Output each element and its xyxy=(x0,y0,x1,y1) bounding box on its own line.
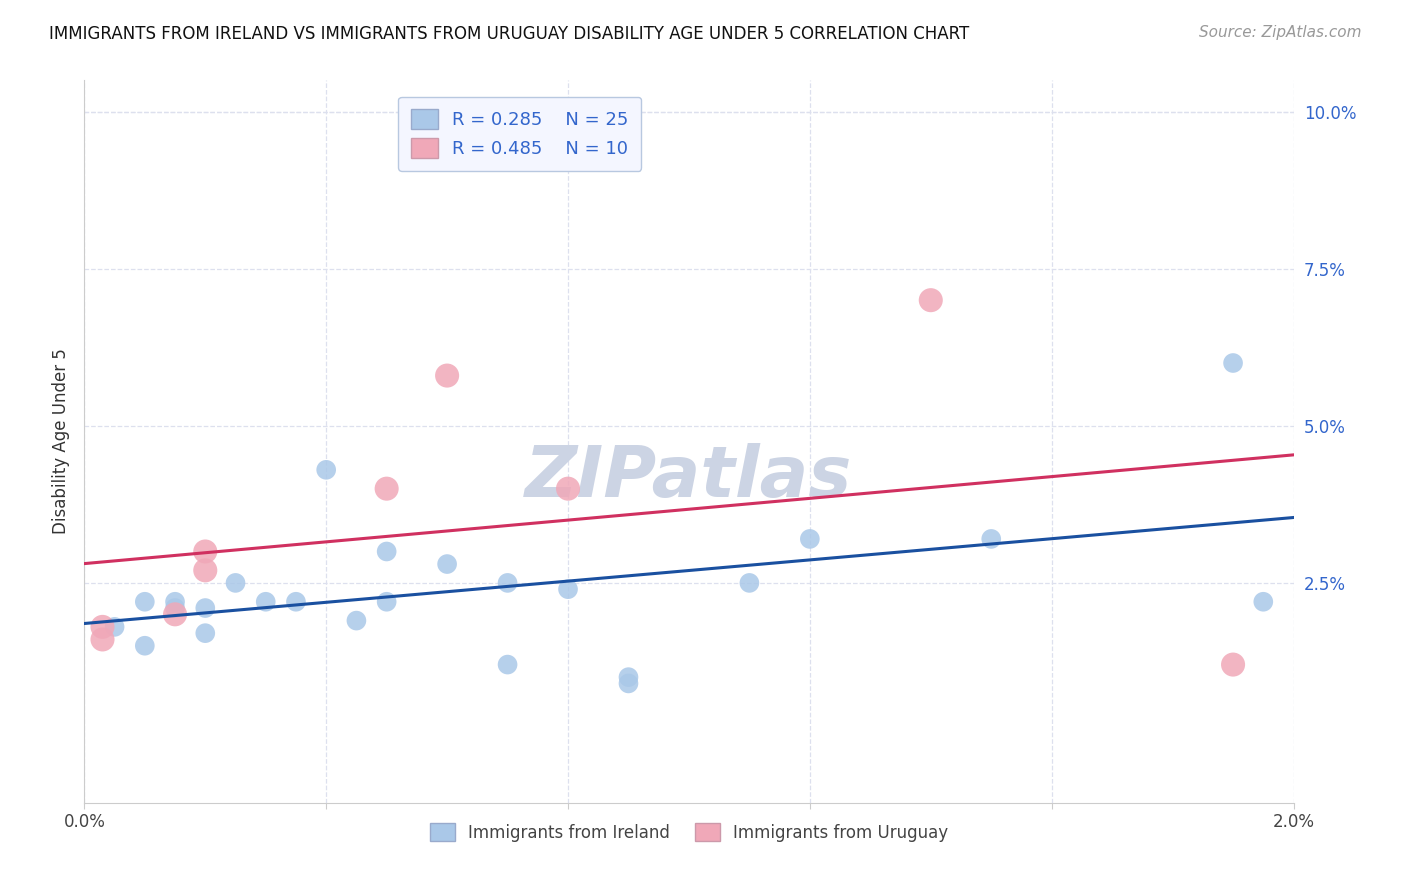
Point xyxy=(91,632,114,647)
Point xyxy=(285,595,308,609)
Point xyxy=(134,595,156,609)
Point xyxy=(91,620,114,634)
Point xyxy=(104,620,127,634)
Point xyxy=(617,670,640,684)
Point xyxy=(920,293,942,308)
Text: ZIPatlas: ZIPatlas xyxy=(526,443,852,512)
Point xyxy=(557,582,579,597)
Point xyxy=(557,482,579,496)
Point xyxy=(194,563,217,577)
Y-axis label: Disability Age Under 5: Disability Age Under 5 xyxy=(52,349,70,534)
Point xyxy=(1222,657,1244,672)
Point xyxy=(496,575,519,590)
Point xyxy=(165,595,187,609)
Point xyxy=(134,639,156,653)
Point xyxy=(225,575,247,590)
Point xyxy=(496,657,519,672)
Point xyxy=(1222,356,1244,370)
Point xyxy=(165,601,187,615)
Point xyxy=(165,607,187,622)
Point xyxy=(375,482,398,496)
Point xyxy=(346,614,368,628)
Point xyxy=(738,575,761,590)
Text: IMMIGRANTS FROM IRELAND VS IMMIGRANTS FROM URUGUAY DISABILITY AGE UNDER 5 CORREL: IMMIGRANTS FROM IRELAND VS IMMIGRANTS FR… xyxy=(49,25,970,43)
Point xyxy=(194,544,217,558)
Point xyxy=(799,532,821,546)
Point xyxy=(375,595,398,609)
Point xyxy=(436,368,458,383)
Point xyxy=(254,595,277,609)
Point xyxy=(375,544,398,558)
Point xyxy=(980,532,1002,546)
Text: Source: ZipAtlas.com: Source: ZipAtlas.com xyxy=(1198,25,1361,40)
Point xyxy=(436,557,458,571)
Point xyxy=(1253,595,1275,609)
Point xyxy=(617,676,640,690)
Legend: Immigrants from Ireland, Immigrants from Uruguay: Immigrants from Ireland, Immigrants from… xyxy=(423,817,955,848)
Point xyxy=(194,601,217,615)
Point xyxy=(194,626,217,640)
Point xyxy=(315,463,337,477)
